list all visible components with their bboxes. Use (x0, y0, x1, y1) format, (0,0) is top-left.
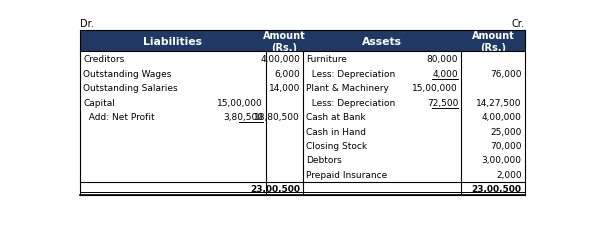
Text: Cash at Bank: Cash at Bank (306, 112, 366, 122)
Bar (303, 31, 525, 52)
Text: 18,80,500: 18,80,500 (254, 112, 300, 122)
Text: 25,000: 25,000 (490, 127, 522, 136)
Bar (80, 31, 303, 52)
Text: 76,000: 76,000 (490, 69, 522, 78)
Text: 15,00,000: 15,00,000 (217, 98, 263, 107)
Text: Assets: Assets (362, 36, 402, 46)
Text: 6,000: 6,000 (274, 69, 300, 78)
Text: Add: Net Profit: Add: Net Profit (83, 112, 155, 122)
Text: Closing Stock: Closing Stock (306, 141, 368, 150)
Text: 72,500: 72,500 (427, 98, 458, 107)
Text: 15,00,000: 15,00,000 (412, 84, 458, 93)
Text: 3,80,500: 3,80,500 (223, 112, 263, 122)
Text: 70,000: 70,000 (490, 141, 522, 150)
Text: Cr.: Cr. (512, 19, 525, 29)
Text: 4,00,000: 4,00,000 (260, 55, 300, 64)
Text: 2,000: 2,000 (496, 170, 522, 179)
Text: 23,00,500: 23,00,500 (250, 184, 300, 193)
Text: Less: Depreciation: Less: Depreciation (306, 98, 395, 107)
Text: Capital: Capital (83, 98, 115, 107)
Text: 80,000: 80,000 (427, 55, 458, 64)
Text: 23,00,500: 23,00,500 (471, 184, 522, 193)
Text: 3,00,000: 3,00,000 (481, 156, 522, 165)
Text: Debtors: Debtors (306, 156, 342, 165)
Text: 4,000: 4,000 (432, 69, 458, 78)
Text: Dr.: Dr. (80, 19, 94, 29)
Text: Prepaid Insurance: Prepaid Insurance (306, 170, 388, 179)
Text: Cash in Hand: Cash in Hand (306, 127, 366, 136)
Text: 14,000: 14,000 (268, 84, 300, 93)
Text: Furniture: Furniture (306, 55, 347, 64)
Text: Outstanding Wages: Outstanding Wages (83, 69, 172, 78)
Text: Less: Depreciation: Less: Depreciation (306, 69, 395, 78)
Text: Outstanding Salaries: Outstanding Salaries (83, 84, 178, 93)
Text: Amount
(Rs.): Amount (Rs.) (471, 31, 514, 52)
Text: Creditors: Creditors (83, 55, 124, 64)
Text: 4,00,000: 4,00,000 (482, 112, 522, 122)
Text: Amount
(Rs.): Amount (Rs.) (263, 31, 306, 52)
Text: Liabilities: Liabilities (143, 36, 202, 46)
Text: Plant & Machinery: Plant & Machinery (306, 84, 389, 93)
Text: 14,27,500: 14,27,500 (476, 98, 522, 107)
